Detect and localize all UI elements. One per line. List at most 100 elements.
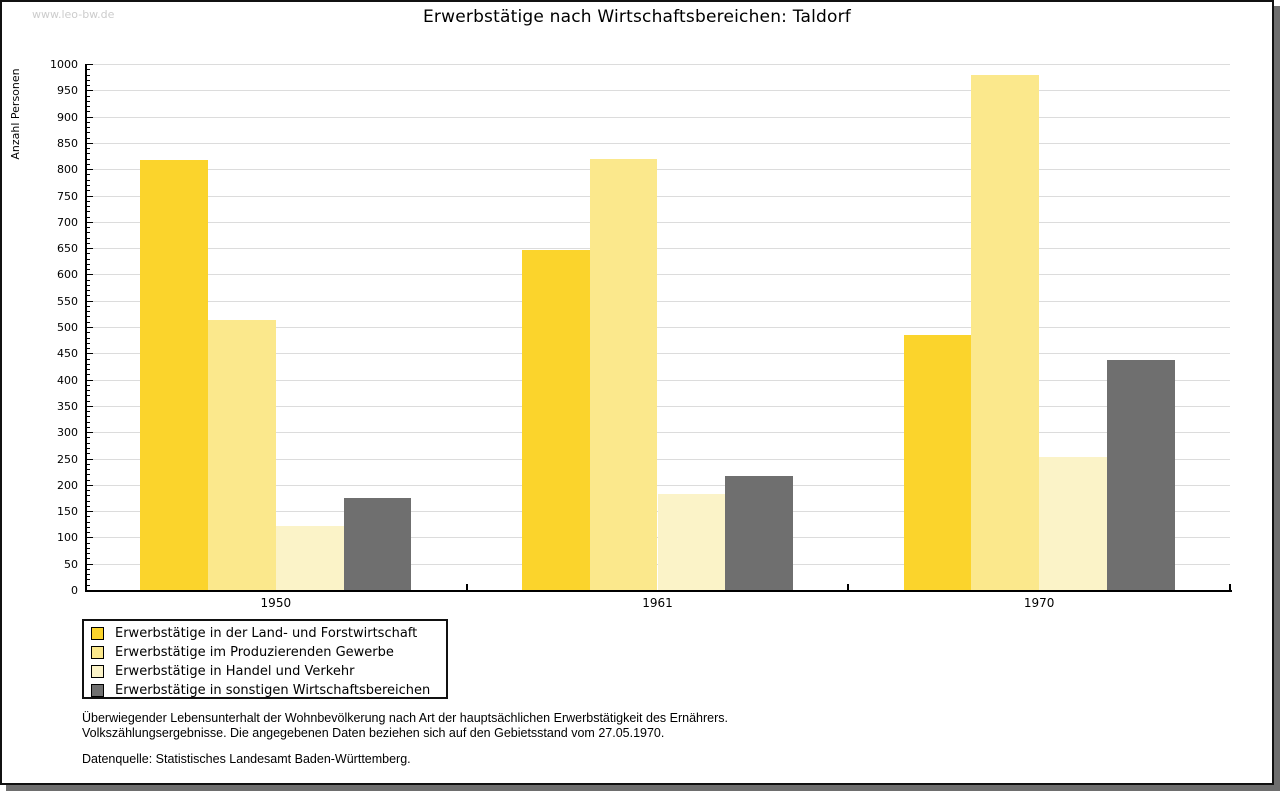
y-minor-tick	[87, 95, 90, 97]
y-minor-tick	[87, 153, 90, 155]
x-boundary-tick	[847, 584, 850, 590]
y-tick-label: 950	[57, 84, 78, 98]
y-minor-tick	[87, 547, 90, 549]
bar-1970-series-4	[1106, 359, 1175, 590]
gridline	[87, 116, 1230, 118]
y-tick-label: 300	[57, 426, 78, 440]
y-major-tick	[87, 563, 93, 565]
y-major-tick	[87, 116, 93, 118]
footnotes: Überwiegender Lebensunterhalt der Wohnbe…	[82, 711, 728, 767]
watermark: www.leo-bw.de	[32, 8, 115, 21]
gridline	[87, 195, 1230, 197]
legend-box: Erwerbstätige in der Land- und Forstwirt…	[82, 619, 448, 699]
y-minor-tick	[87, 216, 90, 218]
y-tick-label: 1000	[50, 58, 78, 71]
y-tick-label: 600	[57, 268, 78, 282]
y-minor-tick	[87, 568, 90, 570]
bar-1970-series-1	[903, 334, 972, 590]
y-minor-tick	[87, 421, 90, 423]
y-minor-tick	[87, 232, 90, 234]
footnote-line-2: Volkszählungsergebnisse. Die angegebenen…	[82, 725, 665, 740]
y-minor-tick	[87, 121, 90, 123]
y-minor-tick	[87, 579, 90, 581]
x-tick-label: 1970	[1023, 596, 1055, 610]
y-minor-tick	[87, 426, 90, 428]
y-minor-tick	[87, 206, 90, 208]
bar-1961-series-4	[725, 476, 793, 590]
y-minor-tick	[87, 163, 90, 165]
y-minor-tick	[87, 211, 90, 213]
y-minor-tick	[87, 237, 90, 239]
y-minor-tick	[87, 500, 90, 502]
y-minor-tick	[87, 111, 90, 113]
y-minor-tick	[87, 495, 90, 497]
y-minor-tick	[87, 474, 90, 476]
y-tick-label: 550	[57, 294, 78, 308]
y-minor-tick	[87, 553, 90, 555]
y-minor-tick	[87, 411, 90, 413]
bar-1961-series-3	[657, 493, 726, 590]
y-minor-tick	[87, 384, 90, 386]
y-major-tick	[87, 142, 93, 144]
y-minor-tick	[87, 358, 90, 360]
y-major-tick	[87, 169, 93, 171]
bar-1970-series-2	[971, 74, 1040, 590]
y-tick-label: 850	[57, 136, 78, 150]
y-minor-tick	[87, 574, 90, 576]
legend-label: Erwerbstätige in Handel und Verkehr	[115, 664, 355, 679]
gridline	[87, 221, 1230, 223]
legend-row-4: Erwerbstätige in sonstigen Wirtschaftsbe…	[84, 681, 446, 700]
gridline	[87, 379, 1230, 381]
bar-1950-series-3	[275, 526, 344, 590]
y-minor-tick	[87, 437, 90, 439]
y-minor-tick	[87, 137, 90, 139]
y-tick-label: 900	[57, 110, 78, 124]
y-minor-tick	[87, 584, 90, 586]
y-minor-tick	[87, 263, 90, 265]
y-minor-tick	[87, 442, 90, 444]
y-minor-tick	[87, 190, 90, 192]
y-minor-tick	[87, 363, 90, 365]
gridline	[87, 432, 1230, 434]
y-tick-label: 800	[57, 163, 78, 177]
x-axis-line	[85, 590, 1232, 592]
y-minor-tick	[87, 79, 90, 81]
y-minor-tick	[87, 311, 90, 313]
y-minor-tick	[87, 148, 90, 150]
y-major-tick	[87, 300, 93, 302]
y-minor-tick	[87, 284, 90, 286]
y-tick-label: 450	[57, 347, 78, 361]
y-minor-tick	[87, 258, 90, 260]
y-minor-tick	[87, 369, 90, 371]
y-tick-label: 650	[57, 242, 78, 256]
gridline	[87, 405, 1230, 407]
chart-title: Erwerbstätige nach Wirtschaftsbereichen:…	[422, 7, 851, 27]
y-major-tick	[87, 432, 93, 434]
y-tick-label: 100	[57, 531, 78, 545]
y-minor-tick	[87, 521, 90, 523]
y-minor-tick	[87, 127, 90, 129]
legend-row-3: Erwerbstätige in Handel und Verkehr	[84, 662, 446, 681]
y-major-tick	[87, 90, 93, 92]
y-minor-tick	[87, 132, 90, 134]
y-minor-tick	[87, 85, 90, 87]
legend-swatch-icon	[91, 665, 104, 678]
legend-swatch-icon	[91, 684, 104, 697]
y-tick-label: 700	[57, 215, 78, 229]
footnote-source: Datenquelle: Statistisches Landesamt Bad…	[82, 752, 411, 766]
legend-swatch-icon	[91, 627, 104, 640]
legend-label: Erwerbstätige in sonstigen Wirtschaftsbe…	[115, 683, 431, 698]
y-major-tick	[87, 405, 93, 407]
y-major-tick	[87, 195, 93, 197]
footnote-line-1: Überwiegender Lebensunterhalt der Wohnbe…	[82, 711, 728, 725]
y-major-tick	[87, 274, 93, 276]
y-major-tick	[87, 511, 93, 513]
y-tick-label: 200	[57, 478, 78, 492]
y-minor-tick	[87, 332, 90, 334]
bar-1961-series-1	[522, 250, 590, 590]
y-axis-title: Anzahl Personen	[9, 68, 22, 160]
y-major-tick	[87, 64, 93, 65]
y-minor-tick	[87, 269, 90, 271]
y-minor-tick	[87, 242, 90, 244]
y-minor-tick	[87, 337, 90, 339]
